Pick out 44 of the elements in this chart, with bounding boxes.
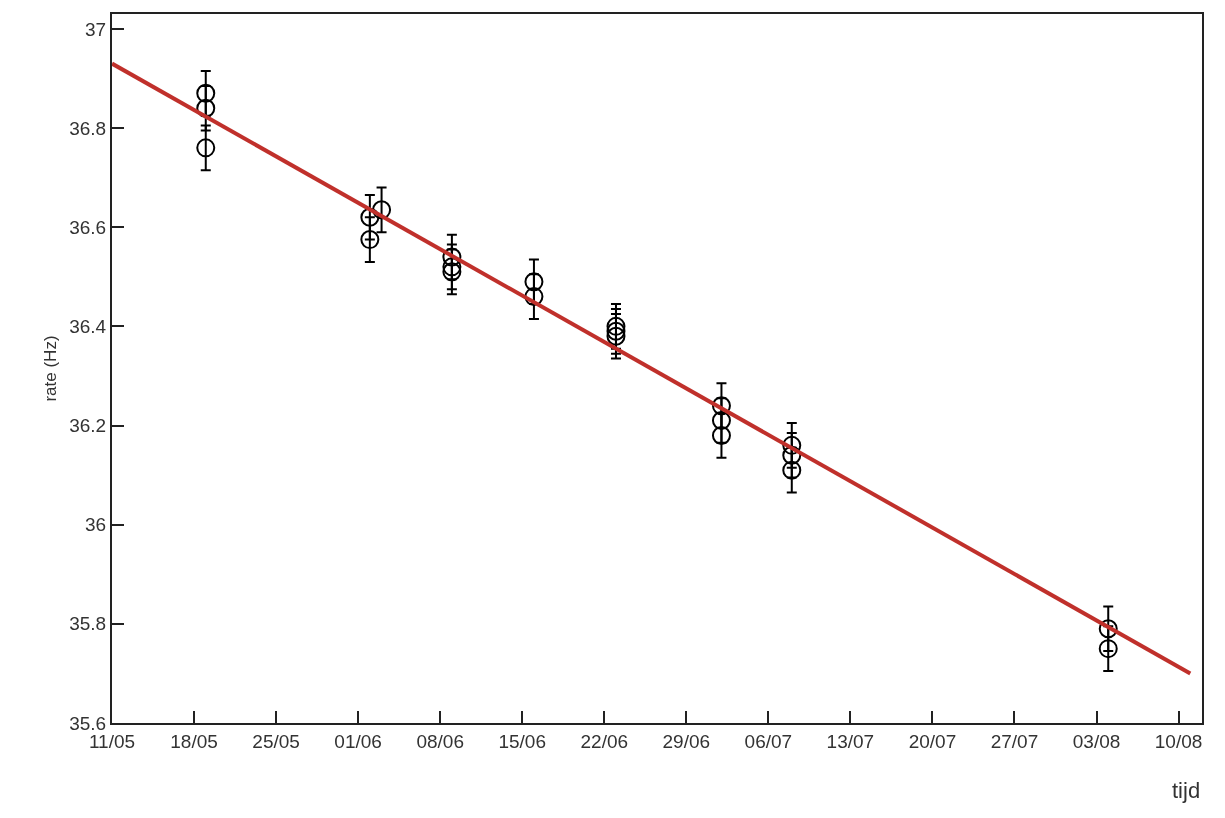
y-axis-title: rate (Hz) bbox=[41, 335, 61, 402]
x-tick-label: 25/05 bbox=[252, 730, 300, 752]
x-tick-label: 08/06 bbox=[416, 730, 464, 752]
point bbox=[524, 287, 544, 307]
point bbox=[711, 425, 731, 445]
y-tick-label: 36.2 bbox=[69, 415, 107, 437]
y-tick-label: 36.4 bbox=[69, 316, 107, 338]
point bbox=[196, 98, 216, 118]
point bbox=[606, 321, 626, 341]
point bbox=[442, 262, 462, 282]
y-tick-label: 36.8 bbox=[69, 117, 107, 139]
x-tick-label: 06/07 bbox=[744, 730, 793, 752]
point bbox=[524, 272, 544, 292]
y-tick-label: 36 bbox=[85, 514, 107, 536]
x-tick-label: 03/08 bbox=[1072, 730, 1121, 752]
point bbox=[782, 435, 802, 455]
x-tick-label: 22/06 bbox=[580, 730, 629, 752]
point bbox=[782, 445, 802, 465]
x-tick-label: 20/07 bbox=[908, 730, 957, 752]
y-tick-label: 36.6 bbox=[69, 216, 107, 238]
point bbox=[196, 138, 216, 158]
point bbox=[360, 207, 380, 227]
y-tick-label: 35.8 bbox=[69, 613, 107, 635]
x-tick-label: 18/05 bbox=[170, 730, 218, 752]
point bbox=[442, 257, 462, 277]
y-tick-label: 37 bbox=[85, 18, 107, 40]
point bbox=[360, 230, 380, 250]
point bbox=[782, 460, 802, 480]
x-axis-title: tijd bbox=[1172, 778, 1201, 803]
point bbox=[606, 316, 626, 336]
x-tick-label: 15/06 bbox=[498, 730, 546, 752]
x-tick-label: 29/06 bbox=[662, 730, 711, 752]
point bbox=[711, 396, 731, 416]
point bbox=[1098, 639, 1118, 659]
point bbox=[711, 411, 731, 431]
x-tick-label: 13/07 bbox=[826, 730, 875, 752]
point bbox=[606, 326, 626, 346]
point bbox=[372, 200, 392, 220]
point bbox=[1098, 619, 1118, 639]
point bbox=[442, 247, 462, 267]
x-tick-label: 27/07 bbox=[990, 730, 1039, 752]
x-tick-label: 01/06 bbox=[334, 730, 382, 752]
point bbox=[196, 83, 216, 103]
x-tick-label: 10/08 bbox=[1154, 730, 1203, 752]
